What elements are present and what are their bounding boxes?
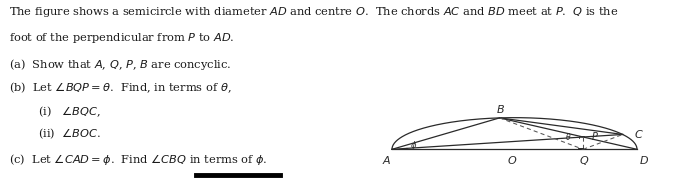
Text: $A$: $A$ [382, 154, 391, 166]
Text: (a)  Show that $A$, $Q$, $P$, $B$ are concyclic.: (a) Show that $A$, $Q$, $P$, $B$ are con… [9, 57, 232, 72]
Text: $O$: $O$ [507, 154, 517, 166]
Text: (b)  Let $\angle BQP = \theta$.  Find, in terms of $\theta$,: (b) Let $\angle BQP = \theta$. Find, in … [9, 81, 232, 95]
Text: $C$: $C$ [634, 128, 643, 140]
Text: $\phi$: $\phi$ [410, 139, 417, 152]
Text: (i)   $\angle BQC$,: (i) $\angle BQC$, [38, 104, 102, 119]
Text: foot of the perpendicular from $P$ to $AD$.: foot of the perpendicular from $P$ to $A… [9, 31, 234, 45]
Text: $P$: $P$ [591, 130, 598, 142]
Text: $Q$: $Q$ [580, 154, 589, 167]
Text: $B$: $B$ [496, 103, 505, 115]
Text: $\theta$: $\theta$ [565, 131, 572, 142]
Text: (ii)  $\angle BOC$.: (ii) $\angle BOC$. [38, 127, 102, 141]
Text: $D$: $D$ [639, 154, 649, 166]
Text: (c)  Let $\angle CAD = \phi$.  Find $\angle CBQ$ in terms of $\phi$.: (c) Let $\angle CAD = \phi$. Find $\angl… [9, 152, 267, 167]
Text: The figure shows a semicircle with diameter $AD$ and centre $O$.  The chords $AC: The figure shows a semicircle with diame… [9, 5, 619, 19]
